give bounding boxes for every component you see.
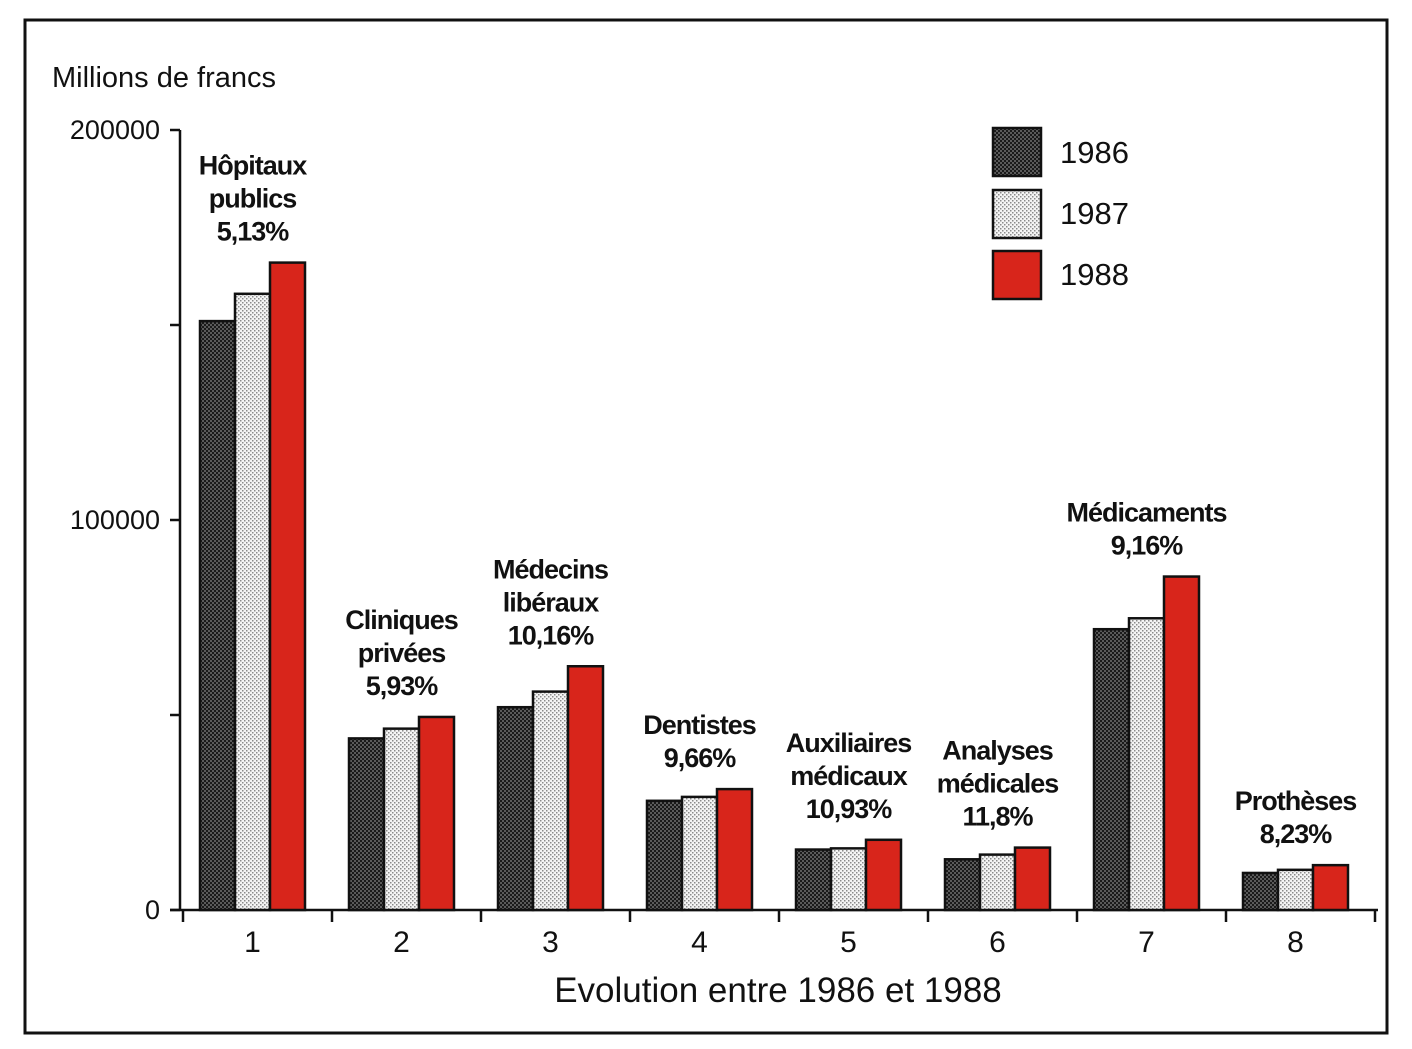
- x-tick-label: 5: [840, 926, 857, 959]
- bars: [198, 261, 1350, 912]
- category-annotation-line: 5,93%: [366, 671, 439, 701]
- bar-1988-cat-5: [864, 838, 903, 912]
- bar-1986-cat-2: [347, 737, 386, 912]
- x-tick-label: 7: [1138, 926, 1155, 959]
- category-annotation-line: Auxiliaires: [786, 728, 912, 758]
- chart-frame: [23, 18, 1389, 1035]
- legend-swatch-1987: [991, 188, 1043, 240]
- x-tick-label: 8: [1287, 926, 1304, 959]
- bar-1987-cat-8: [1276, 868, 1315, 912]
- bar-1988-cat-2: [417, 715, 456, 912]
- bar-1988-cat-1: [268, 261, 307, 912]
- bar-1988-cat-7: [1162, 575, 1201, 912]
- legend-label-1986: 1986: [1060, 135, 1129, 170]
- x-tick-label: 4: [691, 926, 708, 959]
- bar-1986-cat-7: [1092, 627, 1131, 912]
- bar-1986-cat-5: [794, 848, 833, 912]
- bar-1987-cat-7: [1127, 617, 1166, 912]
- category-annotation-line: 11,8%: [962, 802, 1033, 832]
- legend-swatch-1986: [991, 126, 1043, 178]
- bar-1987-cat-3: [531, 690, 570, 912]
- bar-1987-cat-5: [829, 847, 868, 912]
- category-annotation-line: 5,13%: [217, 217, 290, 247]
- bar-1988-cat-8: [1311, 863, 1350, 912]
- bar-1988-cat-3: [566, 665, 605, 912]
- bar-1986-cat-4: [645, 799, 684, 912]
- category-annotation-line: libéraux: [503, 587, 600, 617]
- y-tick-label: 200000: [70, 115, 160, 145]
- legend: 1986 1987 1988: [991, 126, 1129, 301]
- bar-1986-cat-1: [198, 319, 237, 912]
- x-tick-label: 2: [393, 926, 410, 959]
- category-annotation-line: Médicaments: [1066, 498, 1226, 528]
- y-tick-label: 100000: [70, 505, 160, 535]
- category-annotation-line: 10,16%: [508, 620, 595, 650]
- legend-swatch-1988: [991, 249, 1043, 301]
- x-tick-label: 3: [542, 926, 559, 959]
- y-ticks: 0 100000 200000: [70, 115, 180, 925]
- x-tick-label: 6: [989, 926, 1006, 959]
- category-annotation-line: 10,93%: [806, 794, 893, 824]
- category-annotation-line: 9,66%: [664, 743, 737, 773]
- category-annotation-line: médicaux: [790, 761, 908, 791]
- bar-1987-cat-4: [680, 795, 719, 912]
- bar-1986-cat-8: [1241, 871, 1280, 912]
- bar-1987-cat-2: [382, 727, 421, 912]
- category-annotation-line: publics: [209, 184, 297, 214]
- bar-1987-cat-1: [233, 292, 272, 912]
- category-annotation-line: Analyses: [942, 736, 1053, 766]
- bar-1988-cat-4: [715, 787, 754, 912]
- bar-1988-cat-6: [1013, 846, 1052, 912]
- category-annotation-line: 9,16%: [1111, 531, 1184, 561]
- y-tick-label: 0: [145, 895, 160, 925]
- x-ticks: 1 2 3 4 5 6 7 8: [181, 910, 1377, 959]
- category-annotation-line: Hôpitaux: [199, 151, 307, 181]
- y-axis-label: Millions de francs: [52, 62, 276, 94]
- bar-1986-cat-6: [943, 858, 982, 912]
- category-annotation-line: Prothèses: [1235, 786, 1357, 816]
- category-annotation-line: Médecins: [493, 554, 608, 584]
- category-annotation-line: médicales: [937, 769, 1059, 799]
- legend-label-1987: 1987: [1060, 196, 1129, 231]
- legend-label-1988: 1988: [1060, 257, 1129, 292]
- category-annotation-line: 8,23%: [1260, 819, 1333, 849]
- category-annotation-line: privées: [358, 638, 446, 668]
- bar-1986-cat-3: [496, 705, 535, 912]
- category-annotation-line: Cliniques: [345, 605, 458, 635]
- bar-1987-cat-6: [978, 853, 1017, 912]
- x-tick-label: 1: [244, 926, 261, 959]
- category-annotation-line: Dentistes: [643, 710, 756, 740]
- x-axis-label: Evolution entre 1986 et 1988: [554, 971, 1002, 1010]
